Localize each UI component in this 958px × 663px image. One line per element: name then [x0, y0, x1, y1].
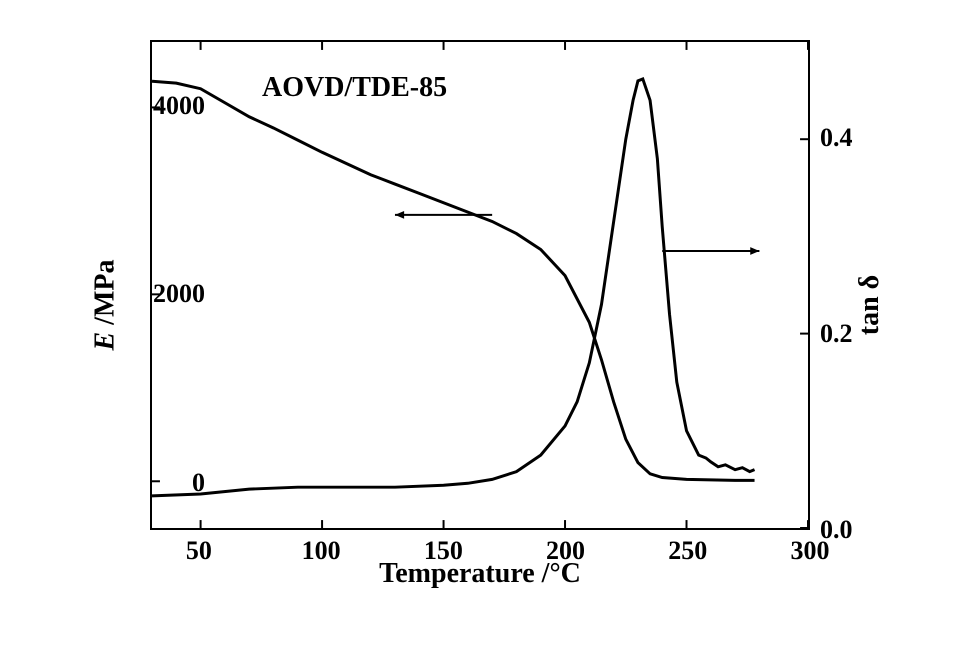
- plot-svg: [152, 42, 808, 528]
- y-right-tick-label: 0.4: [820, 123, 880, 153]
- x-tick-label: 150: [413, 536, 473, 566]
- curve-tan-delta: [152, 79, 755, 496]
- x-tick-label: 250: [658, 536, 718, 566]
- x-tick-label: 100: [291, 536, 351, 566]
- x-tick-label: 200: [536, 536, 596, 566]
- chart-container: E /MPa tan δ Temperature /°C AOVD/TDE-85…: [80, 30, 880, 580]
- y-left-var: E: [90, 332, 121, 351]
- series-label: AOVD/TDE-85: [262, 72, 447, 104]
- curve-E-modulus: [152, 81, 755, 480]
- y-left-tick-label: 2000: [145, 279, 205, 309]
- y-left-tick-label: 4000: [145, 91, 205, 121]
- plot-area: AOVD/TDE-85: [150, 40, 810, 530]
- x-tick-label: 50: [169, 536, 229, 566]
- y-right-tick-label: 0.0: [820, 515, 880, 545]
- y-right-tick-label: 0.2: [820, 319, 880, 349]
- arrow-left-icon-head: [395, 211, 404, 219]
- y-left-axis-label: E /MPa: [90, 260, 122, 351]
- y-left-tick-label: 0: [145, 468, 205, 498]
- arrow-right-icon-head: [750, 247, 759, 255]
